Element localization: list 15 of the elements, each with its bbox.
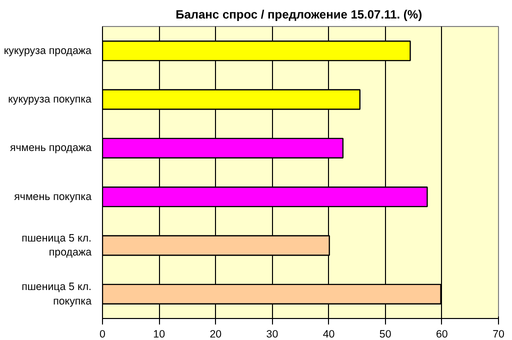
y-tick-label: пшеница 5 кл. продажа — [22, 232, 92, 259]
x-tick-label: 30 — [266, 328, 278, 340]
chart-title: Баланс спрос / предложение 15.07.11. (%) — [176, 8, 422, 22]
y-tick-label: пшеница 5 кл. покупка — [22, 280, 92, 308]
y-tick-label: кукуруза покупка — [8, 94, 92, 106]
y-tick-label: кукуруза продажа — [4, 44, 92, 57]
x-tick-label: 40 — [322, 328, 335, 340]
x-tick-label: 0 — [100, 328, 106, 340]
x-tick-label: 20 — [210, 328, 222, 340]
x-tick-label: 60 — [436, 328, 448, 340]
y-tick-label: ячмень продажа — [10, 142, 92, 154]
y-tick-label: ячмень покупка — [14, 190, 92, 203]
x-tick-label: 10 — [153, 328, 166, 340]
x-tick-label: 50 — [379, 328, 392, 340]
x-tick-label: 70 — [492, 328, 504, 340]
